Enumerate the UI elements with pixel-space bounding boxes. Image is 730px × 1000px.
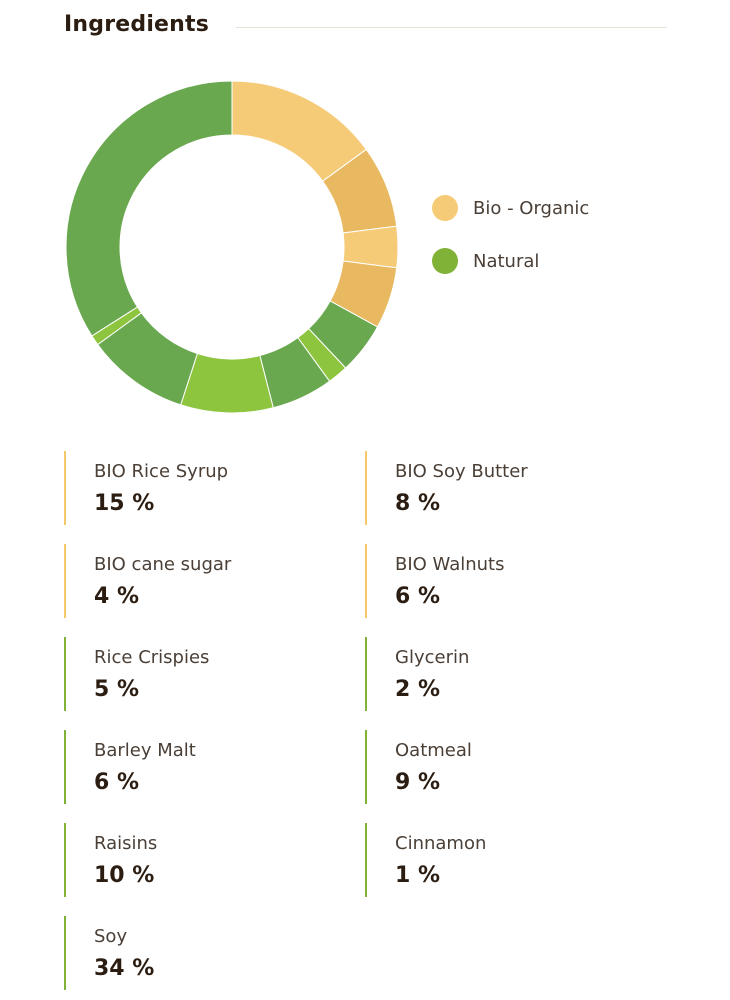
ingredient-percent: 6 % — [94, 770, 140, 795]
ingredient-name: BIO cane sugar — [94, 554, 232, 575]
ingredient-name: Raisins — [94, 833, 158, 854]
ingredient-percent: 8 % — [395, 491, 441, 516]
ingredient-percent: 1 % — [395, 863, 441, 888]
ingredient-name: BIO Rice Syrup — [94, 461, 229, 482]
ingredient-percent: 5 % — [94, 677, 140, 702]
legend-label-organic: Bio - Organic — [473, 197, 590, 219]
ingredient-item: Soy 34 % — [64, 916, 344, 990]
ingredient-item: Glycerin 2 % — [365, 637, 645, 711]
donut-slice[interactable] — [342, 225, 399, 269]
ingredient-item: BIO Rice Syrup 15 % — [64, 451, 344, 525]
ingredient-item: BIO Soy Butter 8 % — [365, 451, 645, 525]
ingredient-name: Rice Crispies — [94, 647, 210, 668]
ingredient-item: Rice Crispies 5 % — [64, 637, 344, 711]
ingredient-name: Barley Malt — [94, 740, 196, 761]
donut-slice[interactable] — [65, 80, 233, 337]
legend-item-organic[interactable]: Bio - Organic — [432, 192, 589, 224]
ingredient-percent: 10 % — [94, 863, 155, 888]
legend-label-natural: Natural — [473, 250, 540, 272]
ingredient-item: Cinnamon 1 % — [365, 823, 645, 897]
ingredient-item: Oatmeal 9 % — [365, 730, 645, 804]
ingredient-name: Oatmeal — [395, 740, 472, 761]
ingredient-item: Raisins 10 % — [64, 823, 344, 897]
ingredient-percent: 9 % — [395, 770, 441, 795]
ingredient-name: BIO Soy Butter — [395, 461, 528, 482]
ingredient-name: BIO Walnuts — [395, 554, 505, 575]
ingredient-percent: 34 % — [94, 956, 155, 981]
ingredient-percent: 15 % — [94, 491, 155, 516]
chart-legend: Bio - Organic Natural — [432, 192, 589, 298]
ingredient-percent: 4 % — [94, 584, 140, 609]
ingredients-donut-chart — [65, 80, 399, 414]
ingredient-name: Glycerin — [395, 647, 470, 668]
ingredient-item: BIO Walnuts 6 % — [365, 544, 645, 618]
legend-swatch-natural — [432, 248, 458, 274]
legend-item-natural[interactable]: Natural — [432, 245, 589, 277]
ingredient-item: Barley Malt 6 % — [64, 730, 344, 804]
legend-swatch-organic — [432, 195, 458, 221]
header-divider — [236, 27, 667, 28]
ingredient-name: Soy — [94, 926, 128, 947]
ingredient-name: Cinnamon — [395, 833, 487, 854]
ingredient-percent: 6 % — [395, 584, 441, 609]
section-header: Ingredients — [64, 10, 667, 46]
section-title: Ingredients — [64, 12, 210, 37]
ingredient-item: BIO cane sugar 4 % — [64, 544, 344, 618]
ingredient-percent: 2 % — [395, 677, 441, 702]
